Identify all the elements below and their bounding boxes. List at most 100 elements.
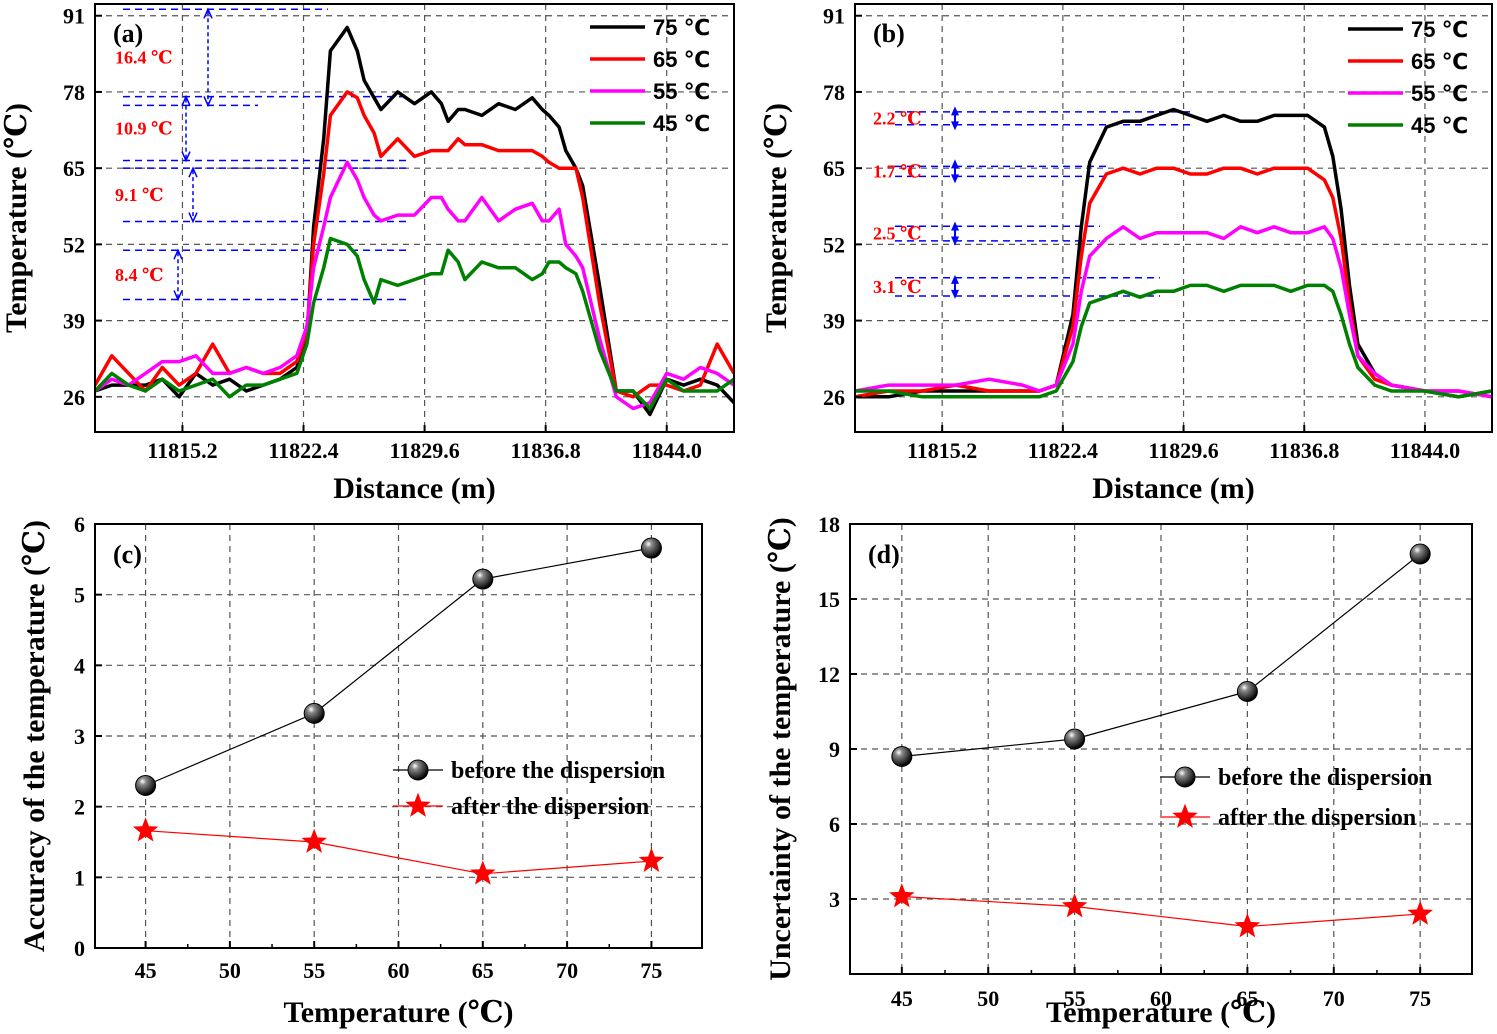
- data-point: [472, 568, 494, 590]
- y-tick-label: 52: [823, 232, 845, 257]
- x-tick-label: 55: [1064, 986, 1086, 1011]
- x-tick-label: 11836.8: [1269, 438, 1339, 463]
- arrow-head-up: [203, 7, 213, 19]
- x-tick-label: 11829.6: [1148, 438, 1218, 463]
- series-line-0: [145, 547, 652, 787]
- x-tick-label: 70: [556, 958, 578, 983]
- y-tick-label: 5: [74, 583, 85, 608]
- chart-panel-b: 2.2 ℃ 1.7 ℃ 2.5 ℃ 3.1 ℃ 11815.2 11822.4 11829.…: [760, 3, 1493, 505]
- arrow-head-up: [173, 248, 183, 260]
- y-tick-label: 26: [63, 385, 85, 410]
- x-axis-title: Distance (m): [1092, 472, 1254, 505]
- data-point: [135, 774, 157, 796]
- data-point: [470, 860, 496, 885]
- y-tick-label: 15: [818, 587, 840, 612]
- y-tick-label: 9: [829, 737, 840, 762]
- legend-label: 65 ℃: [1411, 49, 1468, 74]
- x-tick-label: 11829.6: [389, 438, 459, 463]
- annotation-label: 3.1 ℃: [873, 277, 922, 297]
- panel-label: (a): [113, 19, 143, 48]
- x-tick-label: 11815.2: [147, 438, 217, 463]
- annotation-label: 10.9 ℃: [115, 119, 173, 139]
- arrow-head-down: [181, 151, 191, 163]
- data-point: [303, 702, 325, 724]
- y-axis-title: Temperature (℃): [0, 103, 33, 333]
- series-line-0: [901, 553, 1421, 758]
- legend-marker: [1172, 803, 1198, 828]
- legend-label: before the dispersion: [451, 758, 665, 784]
- x-tick-label: 50: [219, 958, 241, 983]
- x-tick-label: 11836.8: [511, 438, 581, 463]
- x-tick-label: 45: [891, 986, 913, 1011]
- plot-frame: [854, 3, 1493, 433]
- y-tick-label: 6: [829, 812, 840, 837]
- x-tick-label: 75: [1409, 986, 1431, 1011]
- x-tick-label: 11844.0: [632, 438, 702, 463]
- y-tick-label: 6: [74, 512, 85, 537]
- data-point: [1407, 900, 1433, 925]
- y-tick-label: 91: [63, 4, 85, 29]
- y-tick-label: 2: [74, 795, 85, 820]
- x-tick-label: 70: [1323, 986, 1345, 1011]
- y-tick-label: 1: [74, 865, 85, 890]
- x-tick-label: 60: [1150, 986, 1172, 1011]
- x-tick-label: 60: [388, 958, 410, 983]
- legend-label: 75 ℃: [1411, 17, 1468, 42]
- data-point: [889, 883, 915, 908]
- x-tick-label: 11822.4: [1028, 438, 1098, 463]
- y-axis-title: Uncertainty of the temperature (℃): [764, 517, 797, 981]
- data-point: [1061, 893, 1088, 918]
- chart-panel-d: 45 50 55 60 65 70 75 3 6 9 12 15 18 Temperature (℃) Un…: [764, 512, 1473, 1029]
- annotation-arrow: [951, 159, 959, 184]
- x-axis-title: Distance (m): [333, 472, 495, 505]
- series-line-3: [855, 283, 1492, 399]
- x-tick-label: 11822.4: [268, 438, 338, 463]
- annotation-label: 8.4 ℃: [115, 265, 164, 285]
- series-line-0: [855, 107, 1492, 399]
- annotation-arrow: [951, 106, 959, 131]
- legend-label: 45 ℃: [1411, 113, 1468, 138]
- data-point: [640, 537, 662, 559]
- legend-marker: [407, 759, 429, 781]
- panel-label: (d): [868, 540, 900, 569]
- y-tick-label: 39: [823, 309, 845, 334]
- panel-label: (c): [113, 540, 142, 569]
- y-tick-label: 0: [74, 936, 85, 961]
- series-line-2: [855, 225, 1492, 399]
- data-point: [132, 817, 159, 842]
- arrow-head-down: [173, 290, 183, 302]
- data-point: [301, 828, 327, 853]
- legend-label: after the dispersion: [451, 794, 649, 820]
- arrow-head-up: [181, 94, 191, 106]
- series-line-1: [855, 166, 1492, 399]
- delta-annotations: 2.2 ℃ 1.7 ℃ 2.5 ℃ 3.1 ℃: [873, 106, 1190, 299]
- annotation-arrow: [951, 221, 959, 246]
- y-tick-label: 26: [823, 385, 845, 410]
- panel-label: (b): [873, 19, 905, 48]
- series-line-1: [145, 830, 652, 875]
- x-tick-label: 50: [977, 986, 999, 1011]
- x-tick-label: 11844.0: [1390, 438, 1460, 463]
- data-point: [891, 746, 913, 767]
- annotation-label: 9.1 ℃: [115, 185, 164, 205]
- data-point: [1064, 728, 1086, 750]
- legend-label: 55 ℃: [653, 79, 710, 104]
- legend-label: 65 ℃: [653, 47, 710, 72]
- series-line-0: [95, 25, 734, 417]
- y-tick-label: 65: [63, 156, 85, 181]
- x-tick-label: 75: [640, 958, 662, 983]
- x-tick-label: 55: [303, 958, 325, 983]
- x-axis-title: Temperature (℃): [1046, 996, 1276, 1029]
- y-tick-label: 65: [823, 156, 845, 181]
- series-line-1: [95, 90, 734, 399]
- plot-frame: [94, 3, 735, 433]
- x-tick-label: 11815.2: [907, 438, 977, 463]
- y-tick-label: 78: [823, 80, 845, 105]
- series-line-1: [901, 895, 1421, 928]
- y-tick-label: 12: [818, 662, 840, 687]
- legend-label: after the dispersion: [1218, 805, 1416, 831]
- legend-marker: [405, 792, 431, 817]
- arrow-head-down: [188, 212, 198, 224]
